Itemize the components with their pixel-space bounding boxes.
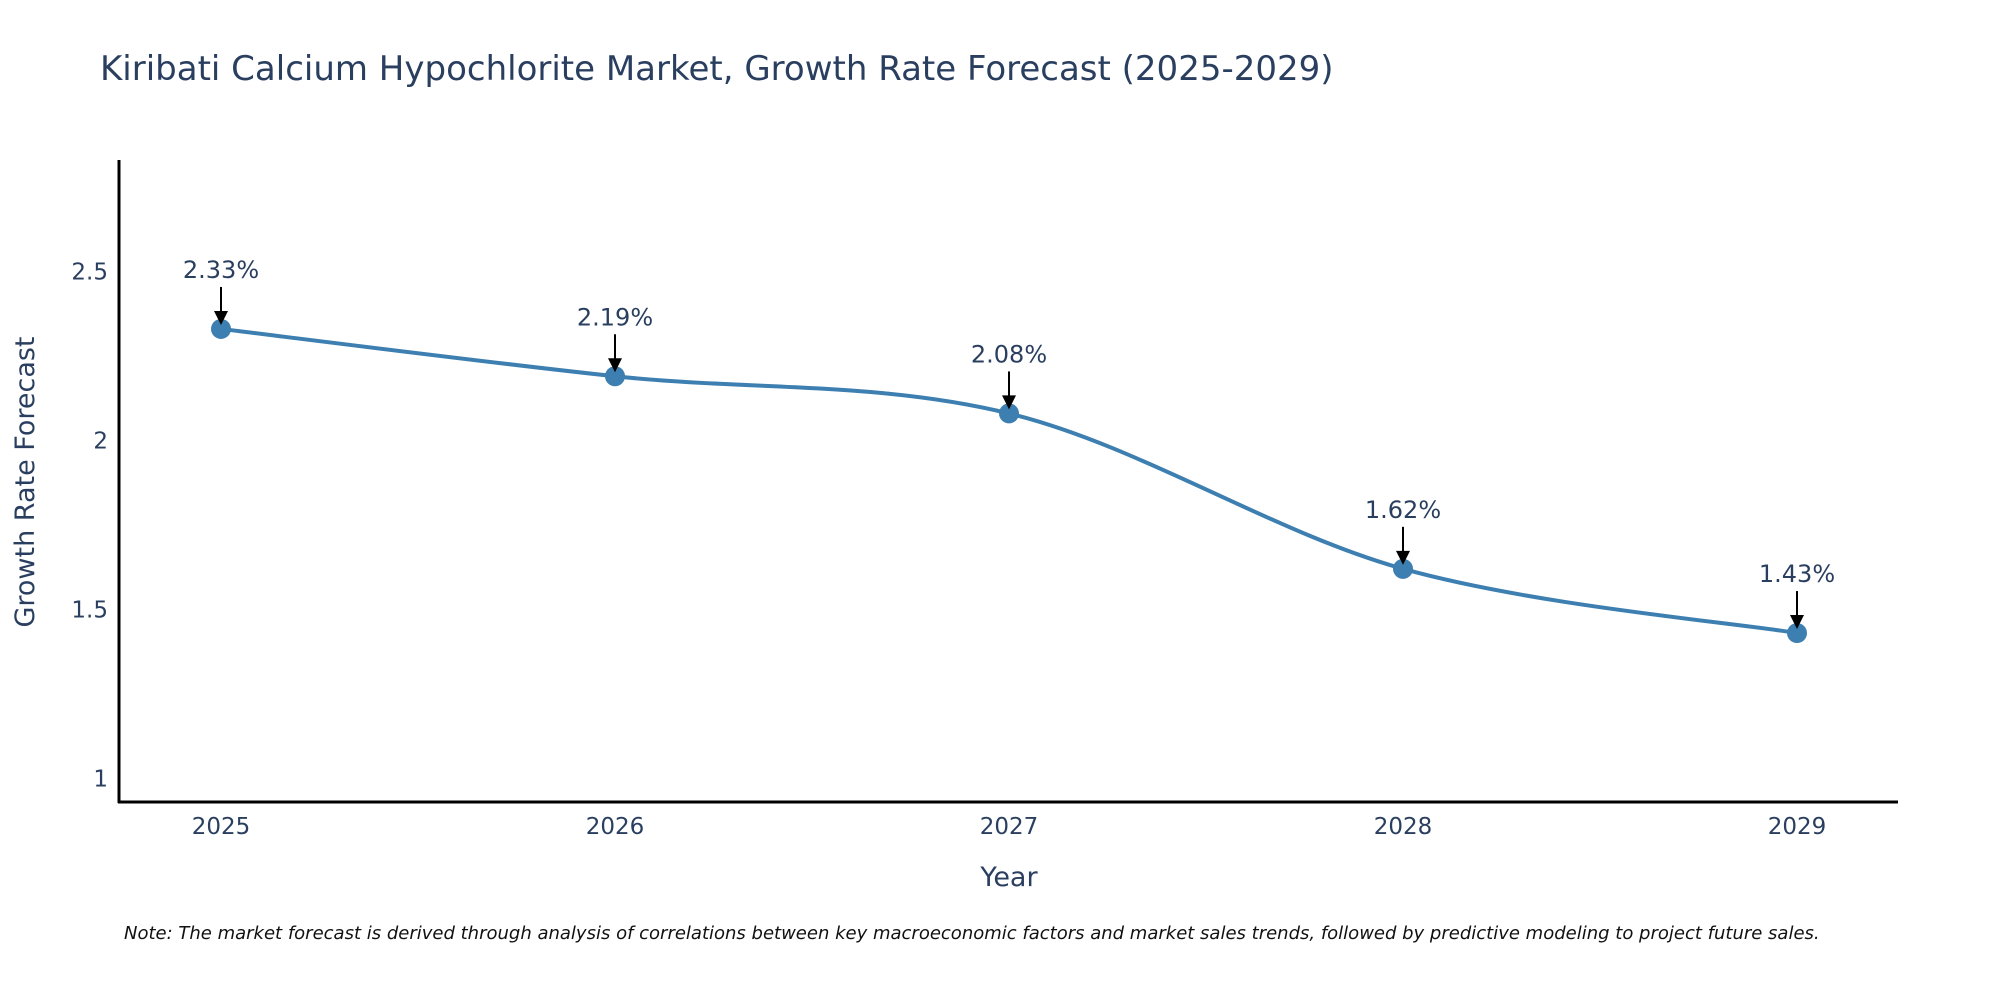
y-tick-label: 1.5	[71, 597, 108, 623]
x-tick-label: 2025	[192, 814, 251, 840]
data-label: 1.43%	[1759, 560, 1835, 588]
data-markers	[211, 318, 1807, 644]
data-label: 2.08%	[971, 340, 1047, 368]
data-label: 2.33%	[183, 256, 259, 284]
x-tick-labels: 2025 2026 2027 2028 2029	[192, 814, 1827, 840]
y-axis-title: Growth Rate Forecast	[10, 336, 41, 627]
data-label: 1.62%	[1365, 496, 1441, 524]
annotation-arrow-head	[1396, 550, 1410, 565]
y-tick-labels: 1 1.5 2 2.5	[71, 260, 108, 793]
x-tick-label: 2028	[1374, 814, 1433, 840]
x-tick-label: 2026	[586, 814, 645, 840]
y-tick-label: 2	[93, 428, 108, 454]
annotation-arrow-head	[1790, 615, 1804, 630]
x-tick-label: 2027	[980, 814, 1039, 840]
data-point[interactable]	[999, 403, 1019, 424]
x-tick-label: 2029	[1768, 814, 1827, 840]
annotation-arrow-head	[1002, 395, 1016, 410]
data-point[interactable]	[1393, 558, 1413, 579]
y-tick-label: 2.5	[71, 260, 108, 286]
data-point[interactable]	[1787, 623, 1807, 644]
data-point[interactable]	[211, 318, 231, 339]
footnote: Note: The market forecast is derived thr…	[124, 923, 1820, 944]
annotation-arrow-head	[214, 310, 228, 325]
x-axis-title: Year	[979, 862, 1038, 893]
data-annotations: 2.33% 2.19% 2.08% 1.62% 1.43%	[183, 256, 1835, 630]
data-point[interactable]	[605, 366, 625, 387]
annotation-arrow-head	[608, 358, 622, 373]
y-tick-label: 1	[93, 766, 108, 792]
chart-title: Kiribati Calcium Hypochlorite Market, Gr…	[100, 49, 1334, 89]
data-label: 2.19%	[577, 303, 653, 331]
